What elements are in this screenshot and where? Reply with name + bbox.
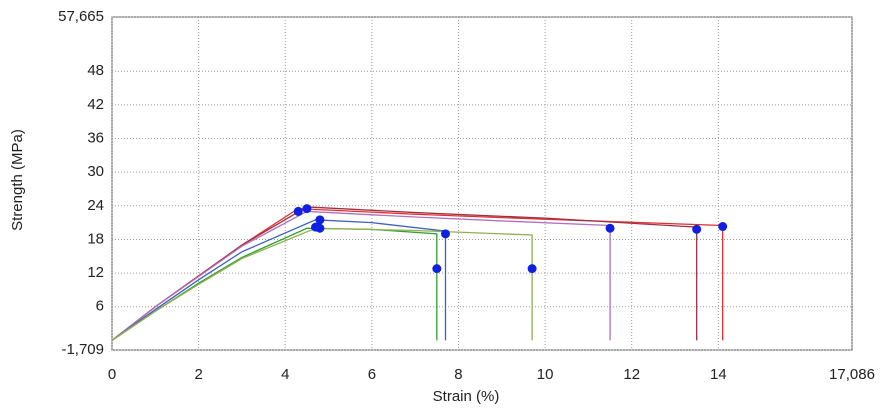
x-tick-label: 17,086 bbox=[829, 366, 875, 383]
plot-frame bbox=[111, 16, 853, 351]
x-tick-label: 8 bbox=[454, 366, 462, 383]
x-tick-label: 14 bbox=[710, 366, 727, 383]
y-tick-label: 42 bbox=[87, 96, 104, 113]
x-tick-label: 12 bbox=[623, 366, 640, 383]
marker-point bbox=[311, 222, 321, 232]
y-tick-label: 12 bbox=[87, 264, 104, 281]
y-tick-label: 24 bbox=[87, 197, 104, 214]
marker-point bbox=[440, 229, 450, 239]
y-tick-label: 30 bbox=[87, 163, 104, 180]
y-tick-label: -1,709 bbox=[61, 341, 104, 358]
series-line bbox=[111, 227, 533, 341]
y-tick-label: 48 bbox=[87, 62, 104, 79]
marker-point bbox=[293, 206, 303, 216]
x-tick-label: 10 bbox=[537, 366, 554, 383]
x-axis-label: Strain (%) bbox=[433, 388, 500, 405]
marker-point bbox=[605, 223, 615, 233]
y-axis-label: Strength (MPa) bbox=[9, 129, 26, 231]
y-tick-label: 36 bbox=[87, 129, 104, 146]
x-tick-label: 0 bbox=[108, 366, 116, 383]
marker-point bbox=[432, 264, 442, 274]
series-line bbox=[111, 210, 611, 341]
x-tick-label: 4 bbox=[281, 366, 289, 383]
marker-point bbox=[527, 264, 537, 274]
y-tick-label: 57,665 bbox=[58, 8, 104, 25]
marker-point bbox=[692, 224, 702, 234]
series-line bbox=[111, 219, 447, 341]
y-tick-label: 18 bbox=[87, 230, 104, 247]
marker-point bbox=[302, 204, 312, 214]
x-tick-label: 6 bbox=[368, 366, 376, 383]
y-tick-label: 6 bbox=[96, 298, 104, 315]
x-tick-label: 2 bbox=[194, 366, 202, 383]
marker-point bbox=[315, 215, 325, 225]
marker-point bbox=[718, 222, 728, 232]
